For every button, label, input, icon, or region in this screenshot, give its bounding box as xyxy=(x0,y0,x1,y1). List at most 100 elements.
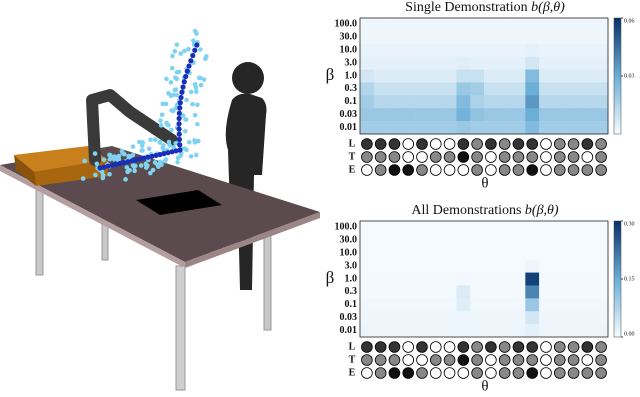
heatmap-cell xyxy=(484,18,499,32)
trajectory-sample xyxy=(143,165,149,170)
trajectory-sample xyxy=(183,117,189,123)
heatmap-cell xyxy=(539,311,554,325)
feature-circle xyxy=(485,151,497,163)
trajectory-sample xyxy=(169,65,175,71)
feature-circle xyxy=(361,354,373,366)
heatmap-cell xyxy=(525,95,540,109)
trajectory-sample xyxy=(171,145,176,150)
heatmap-cell xyxy=(401,43,416,57)
table-leg xyxy=(175,265,186,391)
heatmap-cell xyxy=(442,272,457,286)
heatmap-cell xyxy=(387,272,402,286)
heatmap-cell xyxy=(456,246,471,260)
feature-circle xyxy=(540,367,552,379)
feature-circle xyxy=(595,367,607,379)
heatmap-cell xyxy=(470,121,485,135)
trajectory-sample xyxy=(196,75,202,81)
box-side xyxy=(34,160,108,186)
trajectory-point xyxy=(177,100,183,106)
trajectory-sample xyxy=(180,113,186,118)
heatmap-cell xyxy=(401,69,416,83)
feature-circle xyxy=(485,367,497,379)
y-tick-label: 0.03 xyxy=(340,312,358,323)
colorbar-tick-label: 0.00 xyxy=(624,331,635,337)
heatmap-cell xyxy=(401,18,416,32)
heatmap-cell xyxy=(442,311,457,325)
heatmap-cell xyxy=(456,259,471,273)
feature-circle xyxy=(429,354,442,366)
heatmap-cell xyxy=(387,43,402,57)
heatmap-cell xyxy=(497,95,512,109)
feature-label: E xyxy=(349,164,356,175)
trajectory-sample xyxy=(161,143,166,148)
heatmap-cell xyxy=(525,221,540,235)
heatmap-cell xyxy=(415,108,430,122)
heatmap-cell xyxy=(511,43,526,57)
person-head xyxy=(232,62,264,94)
trajectory-point xyxy=(176,121,182,127)
trajectory-point xyxy=(177,105,183,111)
feature-circle xyxy=(540,354,552,366)
heatmap-cell xyxy=(566,43,581,57)
feature-circle xyxy=(374,151,387,163)
trajectory-sample xyxy=(164,76,169,82)
heatmap-cell xyxy=(415,311,430,325)
heatmap-cell xyxy=(511,18,526,32)
heatmap-cell xyxy=(360,56,375,70)
heatmap-cell xyxy=(566,69,581,83)
trajectory-sample xyxy=(138,163,144,168)
trajectory-point xyxy=(137,156,143,162)
heatmap-cell xyxy=(387,18,402,32)
feature-circle xyxy=(553,341,566,353)
heatmap-cell xyxy=(594,56,609,70)
trajectory-point xyxy=(190,52,196,59)
heatmap-cell xyxy=(360,121,375,135)
heatmap-cell xyxy=(428,121,443,135)
heatmap-cell xyxy=(387,246,402,260)
heatmap-cell xyxy=(566,108,581,122)
feature-circle xyxy=(416,151,428,163)
trajectory-sample xyxy=(126,153,131,159)
heatmap-cell xyxy=(484,43,499,57)
heatmap-cell xyxy=(428,311,443,325)
heatmap-cell xyxy=(470,246,485,260)
heatmap-cell xyxy=(511,311,526,325)
heatmap-cell xyxy=(470,95,485,109)
trajectory-sample xyxy=(157,140,163,145)
feature-circle xyxy=(526,138,539,150)
heatmap-cell xyxy=(387,259,402,273)
feature-circle xyxy=(567,151,580,163)
colorbar-tick-label: 0.15 xyxy=(624,276,635,282)
heatmap-cell xyxy=(456,43,471,57)
trajectory-sample xyxy=(186,139,192,145)
heatmap-cell xyxy=(539,221,554,235)
heatmap-cell xyxy=(566,298,581,312)
heatmap-cell xyxy=(456,324,471,338)
heatmap-cell xyxy=(566,324,581,338)
heatmap-cell xyxy=(387,233,402,248)
trajectory-sample xyxy=(140,140,146,145)
heatmap-cell xyxy=(373,298,388,312)
heatmap-cell xyxy=(525,43,540,57)
heatmap-cell xyxy=(360,221,375,235)
heatmap-cell xyxy=(552,285,567,299)
heatmap-cell xyxy=(442,69,457,83)
heatmap-cell xyxy=(484,311,499,325)
heatmap-cell xyxy=(456,221,471,235)
heatmap-cell xyxy=(401,246,416,260)
heatmap-cell xyxy=(428,285,443,299)
heatmap-cell xyxy=(373,69,388,83)
feature-circle xyxy=(416,354,428,366)
trajectory-sample xyxy=(175,159,180,165)
heatmap-cell xyxy=(484,95,499,109)
heatmap-cell xyxy=(511,298,526,312)
feature-circle xyxy=(443,367,456,379)
heatmap-cell xyxy=(552,108,567,122)
feature-circle xyxy=(402,354,415,366)
heatmap-cell xyxy=(580,233,595,248)
heatmap-cell xyxy=(539,108,554,122)
heatmap-cell xyxy=(442,108,457,122)
heatmap-cell xyxy=(456,18,471,32)
colorbar-tick-label: 0.30 xyxy=(624,221,635,227)
table-leg xyxy=(263,224,272,331)
